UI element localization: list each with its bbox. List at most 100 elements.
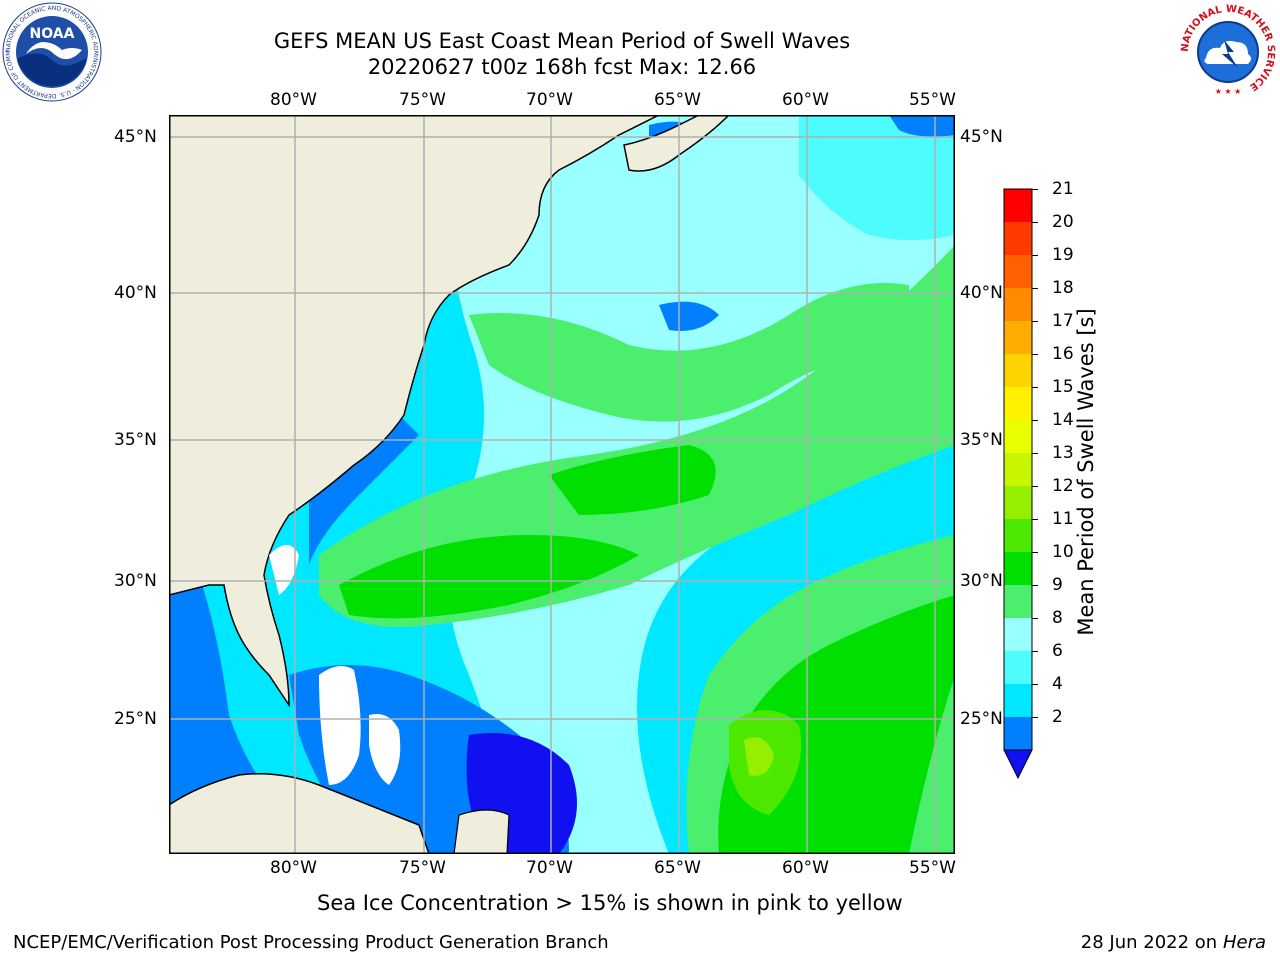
- title-line-1: GEFS MEAN US East Coast Mean Period of S…: [273, 29, 851, 53]
- colorbar-swatch-11: [1004, 552, 1032, 586]
- footer-branch: NCEP/EMC/Verification Post Processing Pr…: [13, 932, 609, 953]
- lon-label-bottom-60w: 60°W: [782, 858, 829, 878]
- colorbar-swatch-6: [1004, 387, 1032, 421]
- lat-label-left-35n: 35°N: [114, 430, 157, 450]
- colorbar-tick-mark: [1032, 618, 1038, 619]
- colorbar-label: Mean Period of Swell Waves [s]: [1074, 308, 1098, 636]
- colorbar-tick-label: 17: [1052, 311, 1074, 331]
- colorbar-swatch-3: [1004, 288, 1032, 322]
- colorbar-swatch-5: [1004, 354, 1032, 388]
- lat-label-left-45n: 45°N: [114, 127, 157, 147]
- colorbar-tick-mark: [1032, 387, 1038, 388]
- patch-blue-georges: [659, 301, 719, 331]
- colorbar-swatch-10: [1004, 519, 1032, 553]
- colorbar-swatch-0: [1004, 189, 1032, 223]
- colorbar-tick-mark: [1032, 552, 1038, 553]
- colorbar-tick-mark: [1032, 684, 1038, 685]
- land-cuba: [168, 773, 431, 855]
- colorbar-frame: [1003, 188, 1033, 751]
- lon-label-top-75w: 75°W: [399, 90, 446, 110]
- colorbar-tick-mark: [1032, 321, 1038, 322]
- graticule: [169, 115, 955, 854]
- lon-label-bottom-70w: 70°W: [526, 858, 573, 878]
- mask-carolina-shelf: [269, 545, 299, 595]
- colorbar-tick-label: 20: [1052, 212, 1074, 232]
- patch-yellow: [744, 737, 774, 776]
- colorbar-tick-mark: [1032, 453, 1038, 454]
- land-hispaniola: [453, 809, 510, 855]
- colorbar-swatch-4: [1004, 321, 1032, 355]
- lat-label-left-25n: 25°N: [114, 709, 157, 729]
- map-frame: [169, 115, 955, 854]
- lon-label-bottom-80w: 80°W: [270, 858, 317, 878]
- colorbar-tick-mark: [1032, 354, 1038, 355]
- mask-bahamas-1: [319, 666, 361, 785]
- colorbar-tick-mark: [1032, 519, 1038, 520]
- lon-label-bottom-55w: 55°W: [909, 858, 956, 878]
- title-line-2: 20220627 t00z 168h fcst Max: 12.66: [367, 55, 757, 79]
- colorbar-tick-label: 2: [1052, 707, 1063, 727]
- colorbar-tick-mark: [1032, 651, 1038, 652]
- colorbar-tick-label: 4: [1052, 674, 1063, 694]
- colorbar-tick-mark: [1032, 486, 1038, 487]
- colorbar-swatch-2: [1004, 255, 1032, 289]
- colorbar-tick-mark: [1032, 222, 1038, 223]
- colorbar-swatch-7: [1004, 420, 1032, 454]
- colorbar-tick-mark: [1032, 585, 1038, 586]
- lon-label-top-70w: 70°W: [526, 90, 573, 110]
- lon-label-top-60w: 60°W: [782, 90, 829, 110]
- svg-text:NOAA: NOAA: [30, 26, 75, 42]
- colorbar-under-arrow: [1003, 749, 1033, 780]
- colorbar-tick-mark: [1032, 189, 1038, 190]
- land-nova-scotia: [623, 114, 731, 172]
- map-panel: [168, 114, 955, 855]
- lat-label-left-30n: 30°N: [114, 571, 157, 591]
- sea-ice-caption: Sea Ice Concentration > 15% is shown in …: [317, 891, 903, 915]
- colorbar: [1000, 185, 1040, 785]
- chart-title: GEFS MEAN US East Coast Mean Period of S…: [170, 28, 954, 80]
- lon-label-bottom-75w: 75°W: [399, 858, 446, 878]
- colorbar-tick-label: 10: [1052, 542, 1074, 562]
- colorbar-tick-label: 9: [1052, 575, 1063, 595]
- patch-green-bright-2: [549, 445, 716, 515]
- colorbar-tick-label: 12: [1052, 476, 1074, 496]
- lon-label-bottom-65w: 65°W: [654, 858, 701, 878]
- band-green-north: [469, 283, 909, 422]
- colorbar-tick-label: 21: [1052, 179, 1074, 199]
- colorbar-tick-label: 18: [1052, 278, 1074, 298]
- colorbar-swatch-8: [1004, 453, 1032, 487]
- colorbar-tick-label: 19: [1052, 245, 1074, 265]
- colorbar-tick-label: 14: [1052, 410, 1074, 430]
- patch-blue-northeast: [889, 115, 955, 137]
- colorbar-tick-mark: [1032, 288, 1038, 289]
- footer-machine: Hera: [1222, 932, 1266, 953]
- colorbar-tick-mark: [1032, 717, 1038, 718]
- noaa-logo: NATIONAL OCEANIC AND ATMOSPHERIC ADMINIS…: [0, 0, 102, 102]
- colorbar-tick-label: 15: [1052, 377, 1074, 397]
- colorbar-swatch-14: [1004, 651, 1032, 685]
- lat-label-left-40n: 40°N: [114, 283, 157, 303]
- footer-date: 28 Jun 2022 on Hera: [1081, 932, 1266, 953]
- colorbar-swatches: [1003, 188, 1033, 780]
- lon-label-top-55w: 55°W: [909, 90, 956, 110]
- lat-label-right-25n: 25°N: [960, 709, 1003, 729]
- colorbar-swatch-13: [1004, 618, 1032, 652]
- colorbar-tick-label: 6: [1052, 641, 1063, 661]
- lat-label-right-45n: 45°N: [960, 127, 1003, 147]
- mask-bahamas-2: [369, 714, 401, 785]
- colorbar-tick-label: 8: [1052, 608, 1063, 628]
- lon-label-top-65w: 65°W: [654, 90, 701, 110]
- colorbar-tick-label: 13: [1052, 443, 1074, 463]
- colorbar-tick-mark: [1032, 420, 1038, 421]
- svg-text:★ ★ ★: ★ ★ ★: [1215, 87, 1242, 96]
- land-united-states: [168, 114, 660, 708]
- colorbar-tick-label: 11: [1052, 509, 1074, 529]
- band-green-middle: [319, 245, 955, 627]
- region-cyan-northeast: [799, 115, 955, 240]
- nws-logo: NATIONAL WEATHER SERVICE ★ ★ ★: [1178, 2, 1278, 102]
- patch-green-bright-1: [339, 535, 639, 619]
- lon-label-top-80w: 80°W: [270, 90, 317, 110]
- colorbar-tick-mark: [1032, 255, 1038, 256]
- colorbar-swatch-16: [1004, 717, 1032, 751]
- region-blue-carolina: [309, 415, 419, 565]
